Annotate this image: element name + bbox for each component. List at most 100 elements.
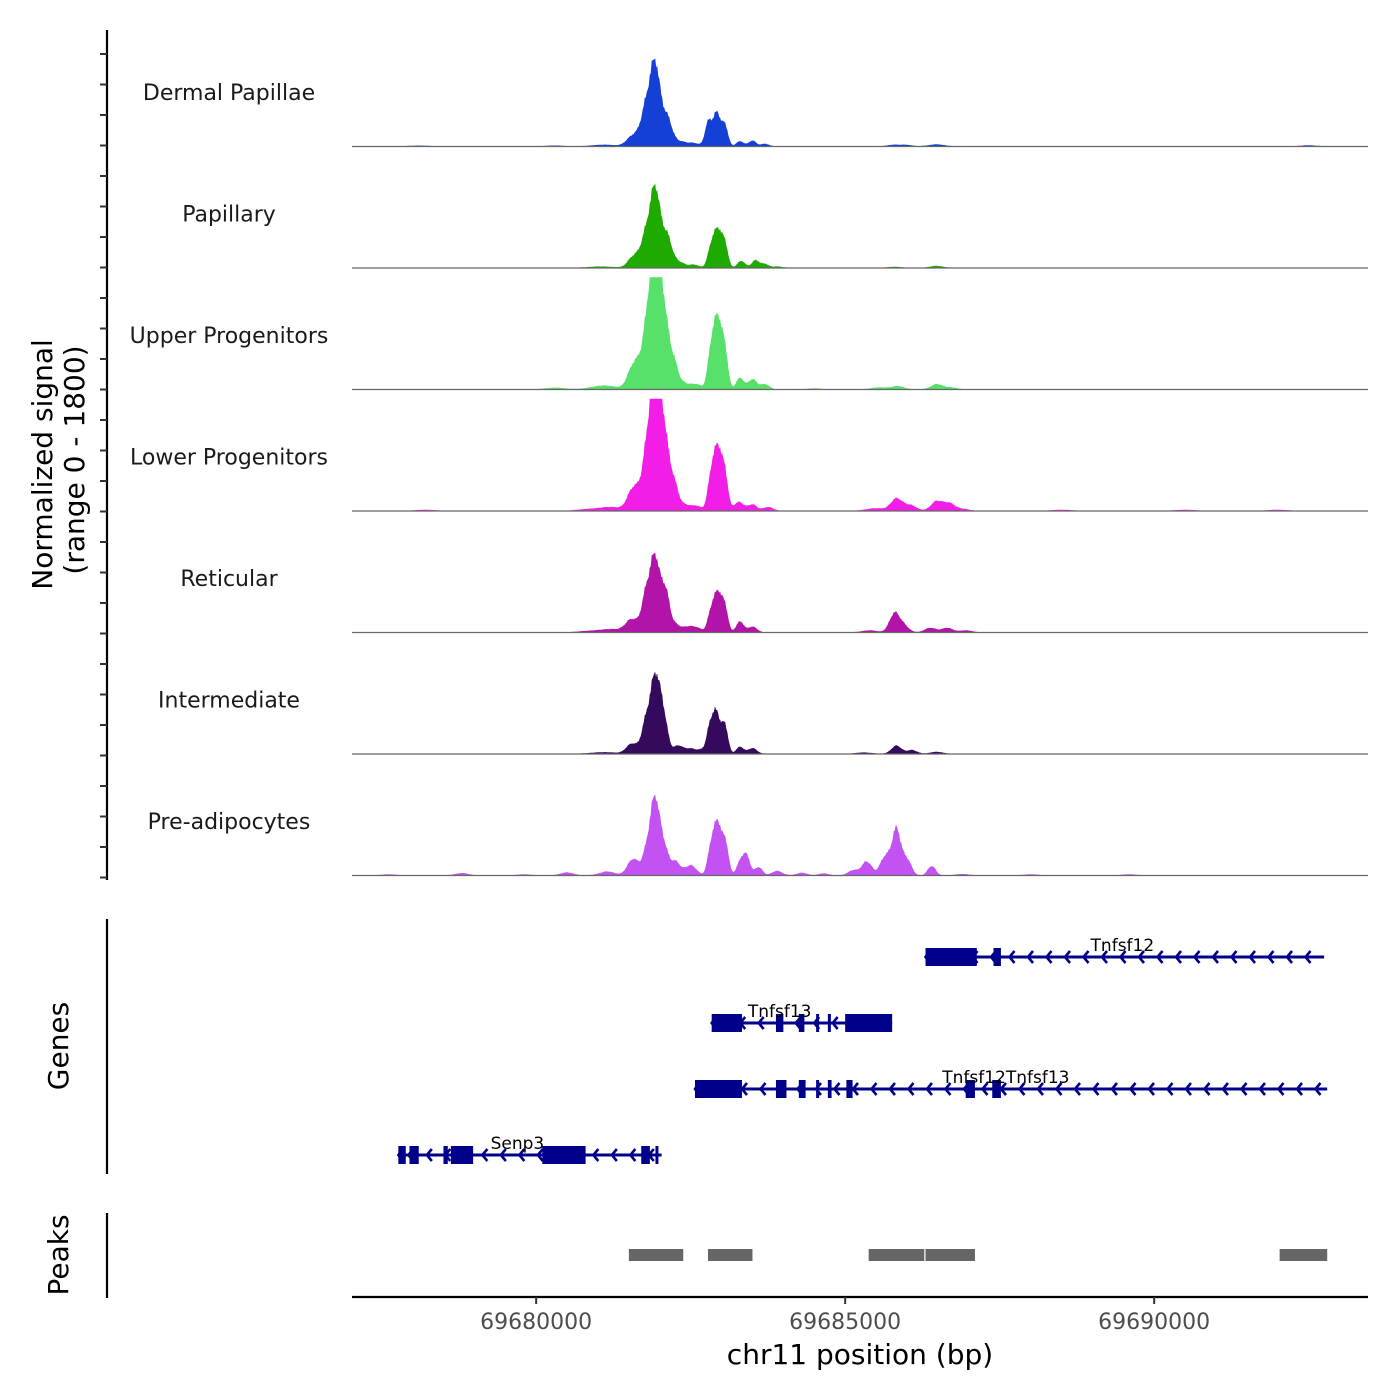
strand-arrow-icon — [517, 1148, 526, 1162]
exon — [443, 1146, 448, 1164]
exon — [816, 1014, 820, 1032]
strand-arrow-icon — [1285, 950, 1294, 964]
gene-senp3: Senp3 — [396, 1134, 662, 1164]
coverage-track: Pre-adipocytes — [148, 794, 1368, 877]
strand-arrow-icon — [1258, 1082, 1266, 1096]
peak-region — [868, 1249, 925, 1261]
strand-arrow-icon — [1239, 1082, 1248, 1096]
x-tick-label: 69690000 — [1098, 1310, 1210, 1335]
peak-region — [925, 1249, 975, 1261]
strand-arrow-icon — [1073, 1082, 1081, 1096]
exon — [775, 1080, 787, 1098]
strand-arrow-icon — [1202, 1082, 1211, 1096]
coverage-track: Dermal Papillae — [143, 58, 1368, 148]
coverage-area — [352, 58, 1368, 147]
strand-arrow-icon — [1081, 950, 1090, 964]
track-label: Pre-adipocytes — [148, 810, 311, 835]
genes-track-label: Genes — [42, 1002, 75, 1090]
strand-arrow-icon — [1036, 1082, 1044, 1096]
strand-arrow-icon — [888, 1082, 896, 1096]
strand-arrow-icon — [591, 1148, 600, 1162]
y-title-line-1: Normalized signal — [26, 339, 59, 590]
exon — [993, 948, 1001, 966]
strand-arrow-icon — [1147, 1082, 1155, 1096]
strand-arrow-icon — [943, 1082, 952, 1096]
strand-arrow-icon — [925, 1082, 933, 1096]
coverage-track: Intermediate — [158, 672, 1368, 755]
track-label: Reticular — [180, 567, 278, 592]
strand-arrow-icon — [740, 1082, 748, 1096]
coverage-track: Upper Progenitors — [130, 277, 1368, 391]
strand-arrow-icon — [1026, 950, 1035, 964]
strand-arrow-icon — [1100, 950, 1109, 964]
strand-arrow-icon — [480, 1148, 489, 1162]
peak-region — [707, 1249, 753, 1261]
strand-arrow-icon — [425, 1148, 433, 1162]
strand-arrow-icon — [1295, 1082, 1303, 1096]
exon — [925, 948, 977, 966]
peak-region — [1279, 1249, 1328, 1261]
strand-arrow-icon — [906, 1082, 915, 1096]
gene-label: Senp3 — [491, 1134, 545, 1154]
strand-arrow-icon — [1276, 1082, 1285, 1096]
coverage-area — [352, 794, 1368, 876]
strand-arrow-icon — [1165, 1082, 1174, 1096]
coverage-y-ticks — [100, 53, 107, 879]
strand-arrow-icon — [1017, 1082, 1026, 1096]
strand-arrow-icon — [1221, 1082, 1229, 1096]
strand-arrow-icon — [610, 1148, 618, 1162]
x-tick-label: 69685000 — [789, 1310, 901, 1335]
coverage-area — [352, 552, 1368, 633]
gene-tnfsf12tnfsf13: Tnfsf12Tnfsf13 — [693, 1068, 1328, 1098]
exon — [775, 1014, 784, 1032]
strand-arrow-icon — [999, 1082, 1007, 1096]
strand-arrow-icon — [1229, 950, 1238, 964]
gene-label: Tnfsf13 — [747, 1002, 812, 1022]
exon — [827, 1014, 831, 1032]
strand-arrow-icon — [830, 1016, 839, 1030]
peaks-track — [628, 1249, 1328, 1261]
exon — [450, 1146, 474, 1164]
strand-arrow-icon — [499, 1148, 507, 1162]
strand-arrow-icon — [1248, 950, 1257, 964]
coverage-area — [352, 277, 1368, 390]
y-title-line-2: (range 0 - 1800) — [58, 345, 91, 574]
coverage-track: Lower Progenitors — [130, 398, 1368, 512]
strand-arrow-icon — [1128, 1082, 1137, 1096]
track-label: Dermal Papillae — [143, 81, 315, 106]
strand-arrow-icon — [1174, 950, 1183, 964]
exon — [816, 1080, 820, 1098]
peak-region — [628, 1249, 684, 1261]
exon — [542, 1146, 586, 1164]
strand-arrow-icon — [1192, 950, 1201, 964]
exon — [655, 1146, 659, 1164]
strand-arrow-icon — [1054, 1082, 1063, 1096]
strand-arrow-icon — [1137, 950, 1146, 964]
track-label: Intermediate — [158, 689, 300, 714]
exon — [992, 1080, 1001, 1098]
exon — [845, 1014, 893, 1032]
exon — [409, 1146, 419, 1164]
coverage-track: Reticular — [180, 552, 1368, 634]
coverage-y-axis-title: Normalized signal (range 0 - 1800) — [26, 330, 91, 589]
exon — [798, 1080, 806, 1098]
track-label: Lower Progenitors — [130, 446, 328, 471]
coverage-track: Papillary — [182, 183, 1368, 269]
exon — [641, 1146, 650, 1164]
exon — [827, 1080, 832, 1098]
strand-arrow-icon — [1044, 950, 1053, 964]
strand-arrow-icon — [1303, 950, 1312, 964]
strand-arrow-icon — [1155, 950, 1164, 964]
exon — [711, 1014, 742, 1032]
exon — [798, 1014, 805, 1032]
strand-arrow-icon — [1313, 1082, 1322, 1096]
track-label: Papillary — [182, 203, 276, 228]
exon — [398, 1146, 406, 1164]
exon — [694, 1080, 742, 1098]
strand-arrow-icon — [1110, 1082, 1118, 1096]
gene-tnfsf12: Tnfsf12 — [923, 936, 1325, 966]
strand-arrow-icon — [980, 1082, 989, 1096]
peaks-track-label: Peaks — [42, 1214, 75, 1295]
strand-arrow-icon — [869, 1082, 878, 1096]
